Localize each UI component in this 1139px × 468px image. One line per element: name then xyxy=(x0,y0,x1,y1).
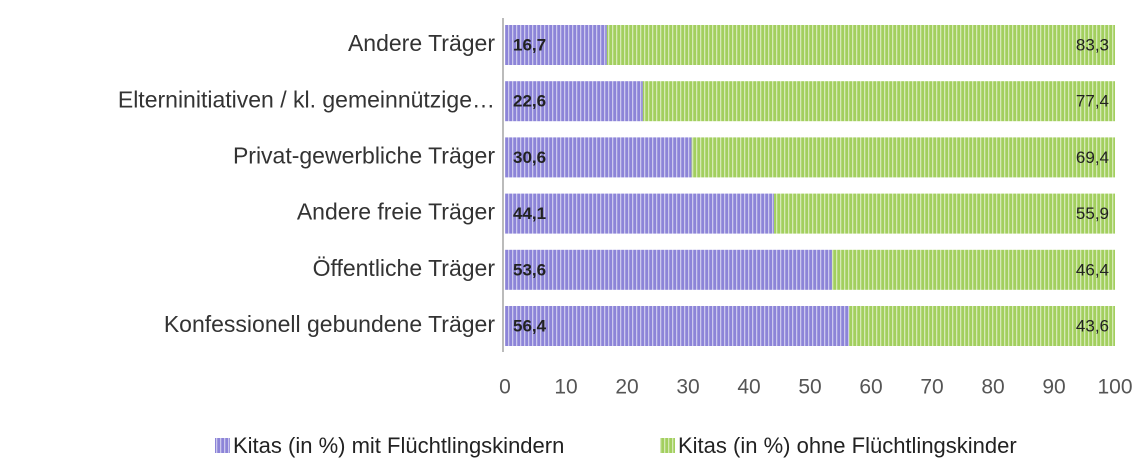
x-tick-label: 30 xyxy=(676,376,699,399)
data-label: 46,4 xyxy=(1076,260,1109,279)
legend-label: Kitas (in %) ohne Flüchtlingskinder xyxy=(678,433,1017,458)
bar-segment xyxy=(642,81,1115,122)
legend-label: Kitas (in %) mit Flüchtlingskindern xyxy=(233,433,564,458)
x-tick-label: 90 xyxy=(1042,376,1065,399)
x-tick-label: 20 xyxy=(615,376,638,399)
y-tick-label: Andere freie Träger xyxy=(297,199,496,225)
data-label: 77,4 xyxy=(1076,92,1109,111)
bar-segment xyxy=(505,306,850,346)
x-tick-label: 50 xyxy=(798,376,821,399)
data-label: 44,1 xyxy=(513,204,546,223)
bar-segment xyxy=(831,249,1115,290)
y-tick-label: Privat-gewerbliche Träger xyxy=(233,142,495,168)
data-label: 83,3 xyxy=(1076,35,1109,54)
x-tick-label: 60 xyxy=(859,376,882,399)
bar-segment xyxy=(505,137,692,178)
data-label: 16,7 xyxy=(513,35,546,54)
x-tick-label: 0 xyxy=(499,376,511,399)
data-label: 53,6 xyxy=(513,260,546,279)
bar-segment xyxy=(505,249,832,290)
bar-segment xyxy=(606,25,1115,65)
y-tick-label: Elterninitiativen / kl. gemeinnützige… xyxy=(118,86,495,112)
y-tick-label: Andere Träger xyxy=(348,30,495,56)
y-tick-label: Konfessionell gebundene Träger xyxy=(164,311,496,337)
x-tick-label: 100 xyxy=(1097,376,1132,399)
bar-segment xyxy=(505,81,643,122)
data-label: 22,6 xyxy=(513,92,546,111)
bar-segment xyxy=(691,137,1115,178)
legend-marker xyxy=(660,438,675,453)
bar-segment xyxy=(505,193,775,234)
bar-segment xyxy=(774,193,1115,234)
legend-marker xyxy=(215,438,230,453)
x-tick-label: 40 xyxy=(737,376,760,399)
data-label: 30,6 xyxy=(513,148,546,167)
x-tick-label: 70 xyxy=(920,376,943,399)
x-tick-label: 80 xyxy=(981,376,1004,399)
bar-segment xyxy=(505,25,607,65)
data-label: 43,6 xyxy=(1076,316,1109,335)
data-label: 56,4 xyxy=(513,316,547,335)
data-label: 69,4 xyxy=(1076,148,1109,167)
x-tick-label: 10 xyxy=(554,376,577,399)
bar-segment xyxy=(849,306,1115,346)
data-label: 55,9 xyxy=(1076,204,1109,223)
y-tick-label: Öffentliche Träger xyxy=(313,255,496,281)
